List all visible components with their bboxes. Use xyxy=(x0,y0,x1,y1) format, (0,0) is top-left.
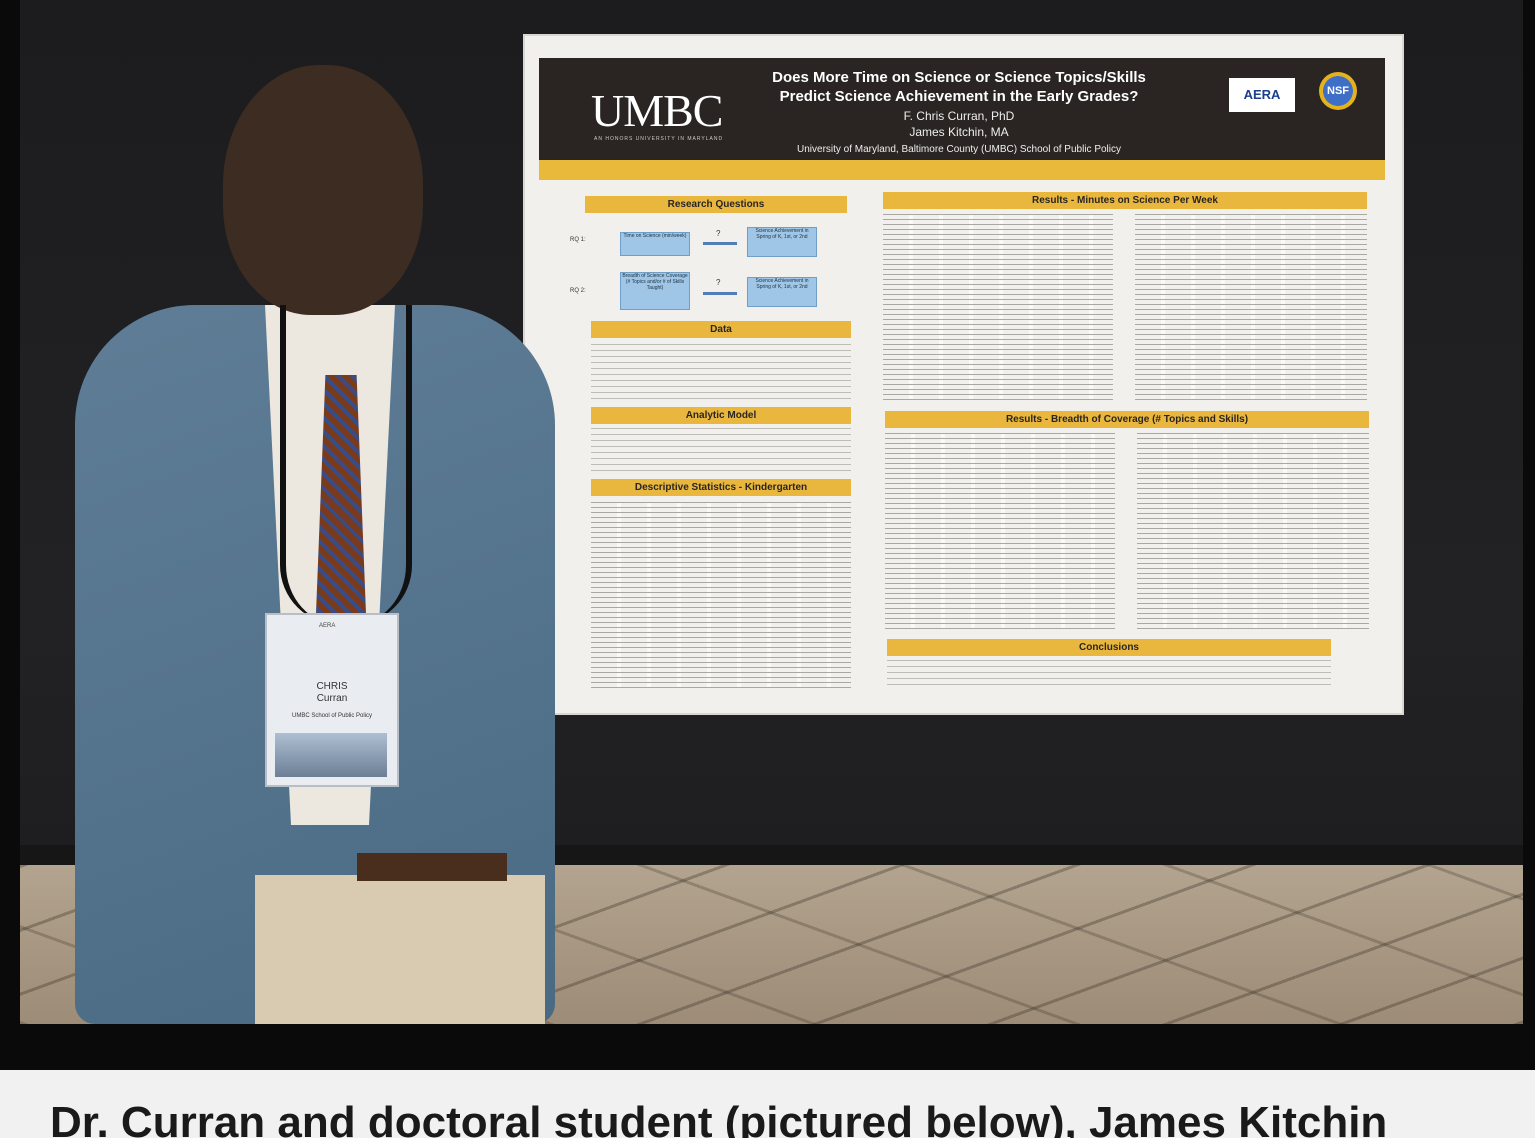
badge-name: CHRIS Curran xyxy=(267,681,397,705)
badge-org: AERA xyxy=(319,623,336,629)
rq2-question-mark: ? xyxy=(716,278,721,287)
rq1-label: RQ 1: xyxy=(570,237,586,243)
rq2-box-right: Science Achievement in Spring of K, 1st,… xyxy=(747,277,817,307)
rq2-label: RQ 2: xyxy=(570,288,586,294)
descriptive-table xyxy=(591,502,851,688)
badge-last-name: Curran xyxy=(316,693,348,704)
rq1-arrow xyxy=(703,242,737,245)
rq1-question-mark: ? xyxy=(716,229,721,238)
rq1-box-right: Science Achievement in Spring of K, 1st,… xyxy=(747,227,817,257)
results-minutes-table-right xyxy=(1135,214,1367,400)
presenter-figure: AERA CHRIS Curran UMBC School of Public … xyxy=(45,55,565,1024)
conclusions-text xyxy=(887,660,1331,686)
section-analytic-model: Analytic Model xyxy=(591,407,851,424)
section-descriptive-statistics: Descriptive Statistics - Kindergarten xyxy=(591,479,851,496)
poster-authors: F. Chris Curran, PhD James Kitchin, MA xyxy=(749,108,1169,140)
trousers xyxy=(255,875,545,1024)
badge-city-image xyxy=(275,733,387,777)
section-research-questions: Research Questions xyxy=(585,196,847,213)
photo: UMBC AN HONORS UNIVERSITY IN MARYLAND Do… xyxy=(20,0,1523,1024)
data-text xyxy=(591,344,851,402)
badge-affiliation: UMBC School of Public Policy xyxy=(291,713,373,719)
umbc-logo-subtitle: AN HONORS UNIVERSITY IN MARYLAND xyxy=(594,136,724,142)
aera-logo: AERA xyxy=(1229,78,1295,112)
section-results-minutes: Results - Minutes on Science Per Week xyxy=(883,192,1367,209)
section-conclusions: Conclusions xyxy=(887,639,1331,656)
nsf-logo: NSF xyxy=(1319,72,1357,110)
results-breadth-table-left xyxy=(885,433,1115,629)
author-2: James Kitchin, MA xyxy=(909,125,1009,139)
results-breadth-table-right xyxy=(1137,433,1369,629)
poster-title: Does More Time on Science or Science Top… xyxy=(772,69,1146,105)
umbc-logo: UMBC xyxy=(591,85,723,136)
poster-accent-band xyxy=(539,160,1385,180)
lanyard xyxy=(280,305,412,625)
poster-affiliation: University of Maryland, Baltimore County… xyxy=(797,144,1121,155)
analytic-model-text xyxy=(591,428,851,476)
caption-text: Dr. Curran and doctoral student (picture… xyxy=(50,1098,1388,1138)
research-poster: UMBC AN HONORS UNIVERSITY IN MARYLAND Do… xyxy=(525,36,1402,713)
poster-header: UMBC AN HONORS UNIVERSITY IN MARYLAND Do… xyxy=(539,58,1385,160)
section-results-breadth: Results - Breadth of Coverage (# Topics … xyxy=(885,411,1369,428)
badge-first-name: CHRIS xyxy=(316,681,348,692)
rq2-arrow xyxy=(703,292,737,295)
rq2-box-left: Breadth of Science Coverage (# Topics an… xyxy=(620,272,690,310)
section-data: Data xyxy=(591,321,851,338)
rq1-box-left: Time on Science (min/week) xyxy=(620,232,690,256)
belt xyxy=(357,853,507,881)
results-minutes-table-left xyxy=(883,214,1113,400)
name-badge: AERA CHRIS Curran UMBC School of Public … xyxy=(265,613,399,787)
photo-frame: UMBC AN HONORS UNIVERSITY IN MARYLAND Do… xyxy=(20,0,1523,1024)
author-1: F. Chris Curran, PhD xyxy=(903,109,1015,123)
presenter-head xyxy=(223,65,423,315)
caption-bar: Dr. Curran and doctoral student (picture… xyxy=(0,1070,1535,1138)
